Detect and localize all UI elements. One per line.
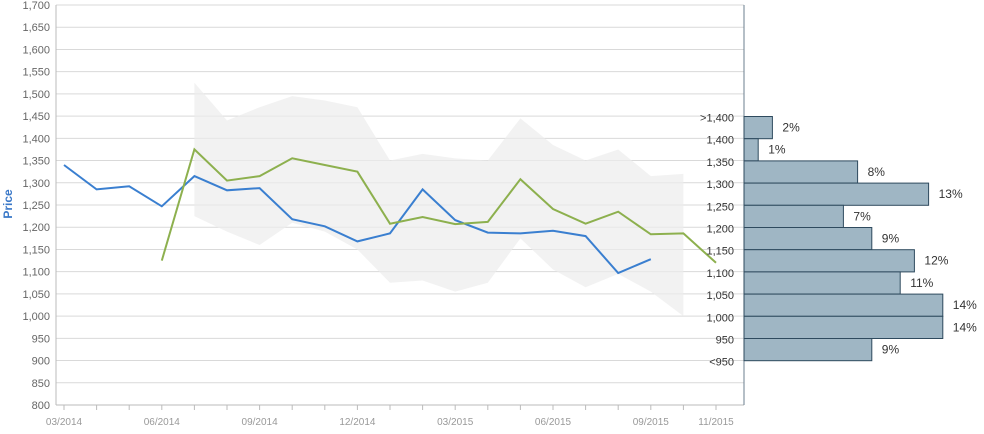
histogram-bar — [743, 160, 859, 184]
histogram-percent-label: 9% — [882, 232, 900, 246]
x-tick-label: 06/2014 — [144, 417, 181, 428]
histogram-bar — [743, 204, 844, 229]
histogram-percent-label: 7% — [853, 209, 871, 223]
histogram-bin-label: 950 — [716, 335, 734, 347]
y-tick-label: 1,050 — [22, 289, 50, 301]
histogram-bin-label: 1,300 — [706, 179, 734, 191]
price-histogram: >1,400 2% 1,400 1% 1,350 8% 1,300 13% 1,250 7% 1,2… — [700, 113, 977, 369]
histogram-bar — [743, 227, 873, 251]
histogram-bin-label: >1,400 — [700, 113, 734, 125]
y-tick-label: 800 — [32, 400, 50, 412]
histogram-percent-label: 14% — [953, 298, 977, 312]
y-tick-label: 1,300 — [22, 178, 50, 190]
y-tick-label: 1,100 — [22, 267, 50, 279]
series-lines — [63, 147, 717, 275]
histogram-bin-label: 1,350 — [706, 157, 734, 169]
range-band — [194, 82, 684, 317]
histogram-bin-label: 1,400 — [706, 135, 734, 147]
y-tick-label: 1,350 — [22, 156, 50, 168]
y-tick-label: 1,450 — [22, 111, 50, 123]
histogram-bar — [743, 293, 944, 317]
histogram-percent-label: 14% — [953, 320, 977, 334]
x-tick-label: 09/2014 — [242, 417, 279, 428]
y-tick-label: 1,650 — [22, 22, 50, 34]
histogram-percent-label: 9% — [882, 343, 900, 357]
histogram-percent-label: 11% — [910, 276, 933, 290]
histogram-bin-label: 1,200 — [706, 224, 734, 236]
price-range-band — [194, 82, 684, 317]
y-tick-label: 1,600 — [22, 44, 50, 56]
y-tick-label: 1,000 — [22, 311, 50, 323]
x-tick-label: 06/2015 — [535, 417, 572, 428]
series-line-2 — [160, 147, 717, 264]
x-tick-label: 03/2015 — [437, 417, 474, 428]
x-tick-label: 03/2014 — [46, 417, 83, 428]
histogram-bin-label: 1,000 — [706, 312, 734, 324]
histogram-bin-label: 1,150 — [706, 246, 734, 258]
histogram-bin-label: 1,100 — [706, 268, 734, 280]
y-tick-label: 1,500 — [22, 89, 50, 101]
y-tick-label: 1,250 — [22, 200, 50, 212]
x-tick-label: 09/2015 — [633, 417, 670, 428]
histogram-bar — [743, 338, 873, 362]
y-axis-title: Price — [1, 189, 15, 219]
y-tick-label: 1,400 — [22, 133, 50, 145]
histogram-percent-label: 12% — [924, 254, 948, 268]
histogram-percent-label: 1% — [768, 143, 786, 157]
axes: 1,700 1,650 1,600 1,550 1,500 1,450 1,400 1,350… — [22, 0, 745, 428]
y-tick-label: 1,700 — [22, 0, 50, 12]
y-tick-label: 900 — [32, 356, 50, 368]
histogram-bin-label: 1,250 — [706, 201, 734, 213]
histogram-bar — [743, 315, 944, 339]
histogram-percent-label: 8% — [868, 165, 886, 179]
x-tick-label: 11/2015 — [698, 417, 734, 428]
y-tick-label: 1,150 — [22, 244, 50, 256]
histogram-bar — [743, 138, 759, 162]
y-tick-label: 950 — [32, 333, 50, 345]
series-line-1 — [63, 164, 652, 275]
histogram-bin-label: <950 — [709, 357, 734, 369]
histogram-bar — [743, 182, 930, 206]
y-tick-label: 1,200 — [22, 222, 50, 234]
histogram-percent-label: 13% — [939, 187, 963, 201]
y-tick-label: 1,550 — [22, 67, 50, 79]
histogram-percent-label: 2% — [782, 121, 800, 135]
histogram-bar — [743, 116, 773, 140]
x-tick-label: 12/2014 — [339, 417, 376, 428]
histogram-bar — [743, 271, 901, 295]
histogram-bar — [743, 249, 915, 273]
y-tick-label: 850 — [32, 378, 50, 390]
histogram-bin-label: 1,050 — [706, 290, 734, 302]
